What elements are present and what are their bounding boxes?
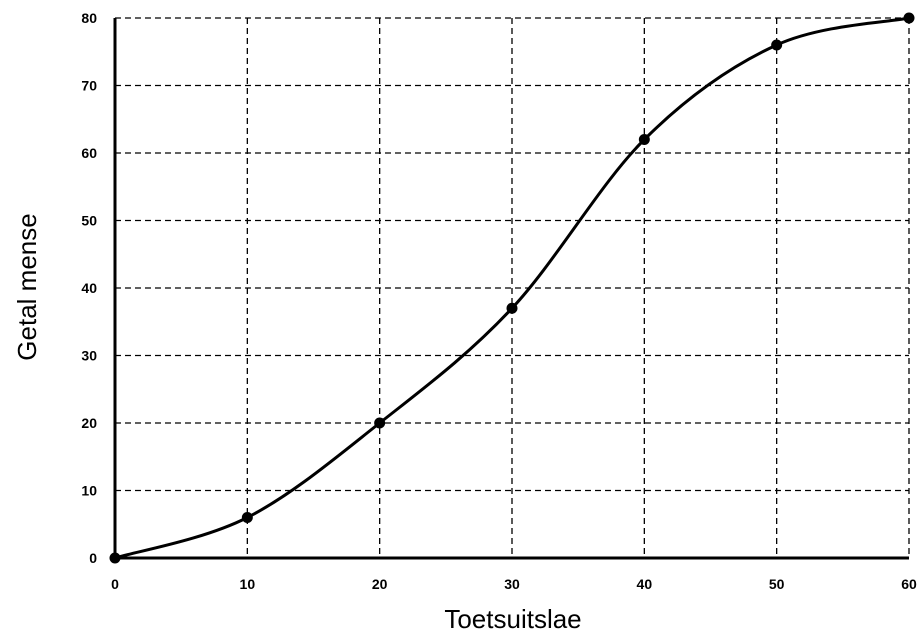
data-point-0 [109, 552, 121, 564]
data-point-10 [241, 512, 253, 523]
x-axis-label: Toetsuitslae [444, 604, 581, 634]
data-point-30 [506, 302, 518, 314]
data-point-20 [374, 417, 386, 429]
y-tick-label-30: 30 [81, 348, 97, 364]
y-tick-label-10: 10 [81, 483, 97, 499]
y-tick-labels: 0 10 20 30 40 50 60 70 80 [81, 10, 97, 566]
y-tick-label-50: 50 [81, 213, 97, 229]
y-tick-label-60: 60 [81, 145, 97, 161]
x-tick-label-20: 20 [372, 576, 388, 592]
data-point-60 [903, 12, 915, 24]
x-tick-labels: 0 10 20 30 40 50 60 [111, 576, 917, 592]
x-tick-label-30: 30 [504, 576, 520, 592]
x-tick-label-0: 0 [111, 576, 119, 592]
y-tick-label-80: 80 [81, 10, 97, 26]
y-tick-label-0: 0 [89, 550, 97, 566]
data-point-50 [771, 39, 783, 51]
y-axis-label: Getal mense [12, 213, 42, 360]
x-tick-label-50: 50 [769, 576, 785, 592]
y-tick-label-70: 70 [81, 78, 97, 94]
y-tick-label-40: 40 [81, 280, 97, 296]
x-tick-label-10: 10 [240, 576, 256, 592]
data-point-40 [638, 134, 650, 145]
y-tick-label-20: 20 [81, 415, 97, 431]
series-group [109, 12, 915, 564]
x-tick-label-60: 60 [901, 576, 917, 592]
x-tick-label-40: 40 [637, 576, 653, 592]
axes [113, 18, 909, 560]
grid-lines [115, 17, 910, 558]
